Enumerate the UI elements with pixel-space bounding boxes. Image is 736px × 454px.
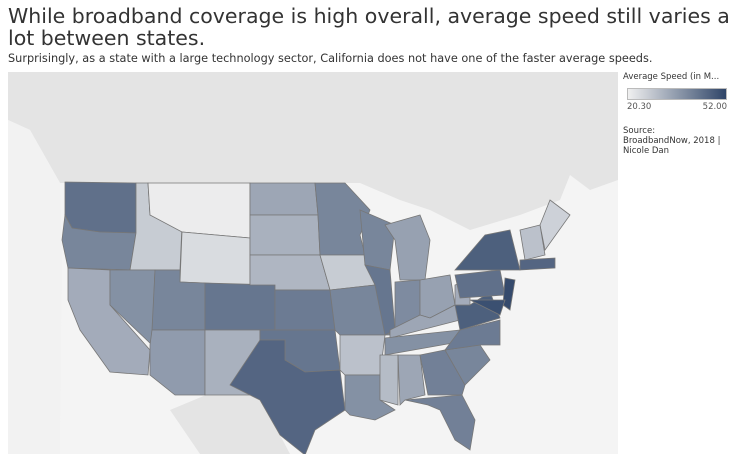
- state-ga[interactable]: [419, 349, 466, 396]
- legend-min-label: 20.30: [627, 102, 652, 112]
- state-ms[interactable]: [379, 354, 399, 406]
- state-tx[interactable]: [229, 339, 346, 454]
- state-ne[interactable]: [249, 254, 331, 291]
- source-label: Source:: [623, 126, 656, 136]
- state-wa[interactable]: [64, 181, 137, 234]
- basemap: [8, 72, 618, 454]
- state-pa[interactable]: [454, 269, 506, 299]
- state-co[interactable]: [204, 282, 276, 331]
- legend-title: Average Speed (in M...: [623, 72, 720, 82]
- state-ny[interactable]: [454, 229, 521, 271]
- state-sd[interactable]: [249, 214, 321, 256]
- source-text: BroadbandNow, 2018 | Nicole Dan: [623, 136, 721, 156]
- page-title: While broadband coverage is high overall…: [8, 4, 730, 50]
- page-subtitle: Surprisingly, as a state with a large te…: [8, 52, 653, 65]
- state-ar[interactable]: [339, 334, 386, 376]
- choropleth-map[interactable]: [8, 72, 618, 454]
- state-fl[interactable]: [404, 394, 476, 451]
- legend-max-label: 52.00: [702, 102, 727, 112]
- state-az[interactable]: [149, 329, 206, 396]
- state-nj[interactable]: [502, 277, 516, 311]
- state-ma[interactable]: [519, 257, 556, 271]
- state-wy[interactable]: [179, 231, 251, 286]
- state-nc[interactable]: [444, 319, 501, 351]
- state-mn[interactable]: [314, 182, 371, 256]
- state-nh[interactable]: [519, 224, 546, 261]
- state-md[interactable]: [469, 299, 506, 316]
- state-ks[interactable]: [274, 289, 336, 331]
- state-nd[interactable]: [249, 182, 319, 216]
- color-legend: Average Speed (in M... 20.30 52.00 Sourc…: [623, 72, 733, 156]
- legend-color-ramp: [627, 88, 727, 100]
- state-al[interactable]: [397, 354, 426, 406]
- state-me[interactable]: [539, 199, 571, 251]
- state-wi[interactable]: [359, 209, 396, 271]
